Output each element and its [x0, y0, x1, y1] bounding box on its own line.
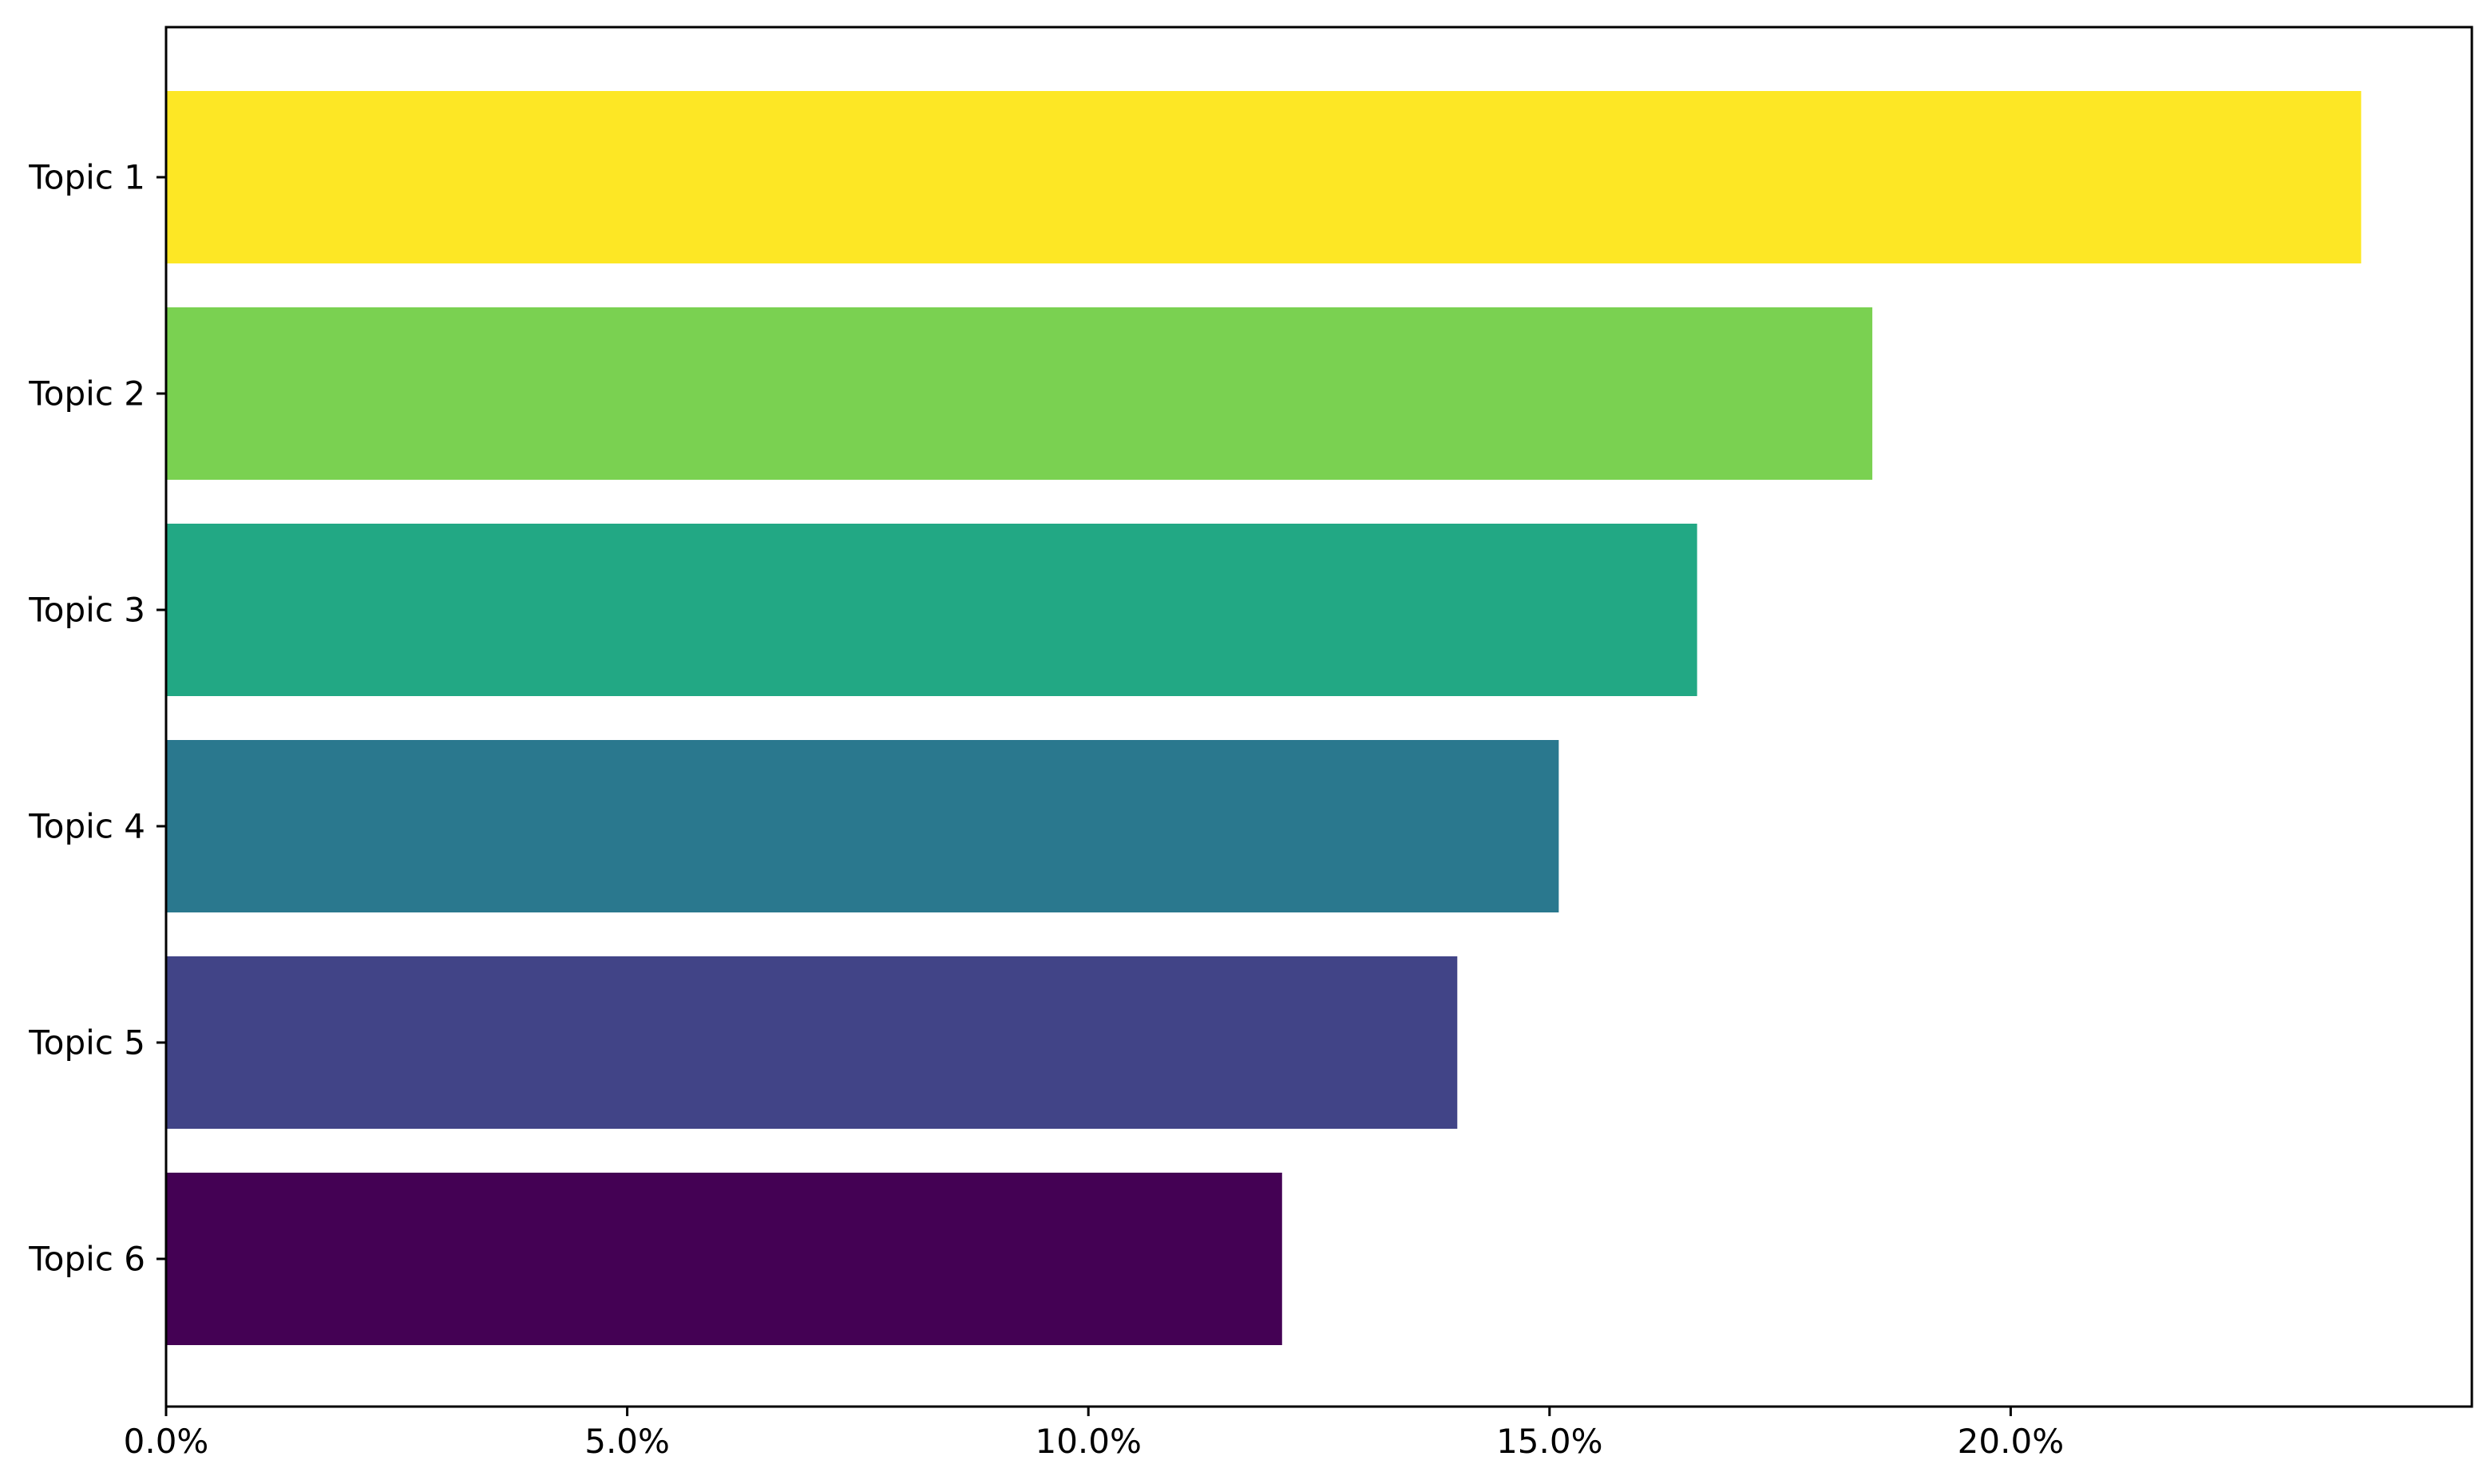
- y-tick-label-topic-2: Topic 2: [28, 374, 145, 414]
- bar-topic-4: [166, 740, 1559, 912]
- y-tick-label-topic-4: Topic 4: [28, 807, 145, 846]
- y-tick-label-topic-3: Topic 3: [28, 591, 145, 630]
- x-tick-label: 5.0%: [584, 1422, 670, 1461]
- x-ticks-group: 0.0% 5.0% 10.0% 15.0% 20.0%: [124, 1407, 2064, 1461]
- y-tick-label-topic-1: Topic 1: [28, 158, 145, 197]
- y-ticks-group: Topic 1 Topic 2 Topic 3 Topic 4 Topic 5 Topic…: [28, 158, 166, 1279]
- plot-frame: [164, 26, 2473, 1408]
- x-tick-label: 0.0%: [124, 1422, 209, 1461]
- bar-topic-3: [166, 524, 1697, 696]
- x-tick-label: 20.0%: [1958, 1422, 2064, 1461]
- x-tick-label: 10.0%: [1035, 1422, 1141, 1461]
- y-tick-label-topic-6: Topic 6: [28, 1240, 145, 1279]
- bar-topic-1: [166, 91, 2362, 263]
- bar-topic-6: [166, 1173, 1282, 1345]
- x-tick-label: 15.0%: [1496, 1422, 1602, 1461]
- bar-topic-5: [166, 956, 1458, 1129]
- bars-group: [166, 91, 2362, 1345]
- bar-topic-2: [166, 307, 1873, 480]
- y-tick-label-topic-5: Topic 5: [28, 1023, 145, 1063]
